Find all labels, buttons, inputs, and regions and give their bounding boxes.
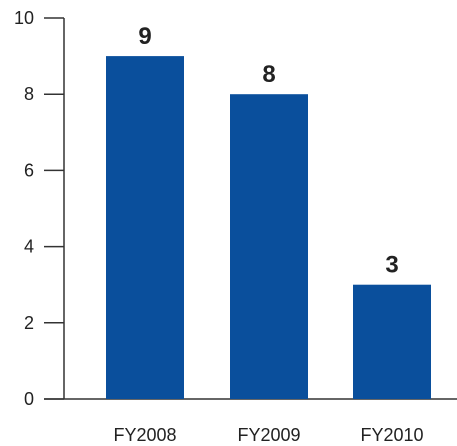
bars [106, 56, 431, 399]
data-label: 8 [262, 61, 275, 88]
data-label: 3 [385, 252, 398, 279]
y-tick-label: 8 [24, 84, 34, 104]
x-category-label: FY2010 [360, 425, 423, 445]
x-category-label: FY2008 [113, 425, 176, 445]
labels: 9 FY2008 8 FY2009 3 FY2010 [113, 23, 423, 445]
y-tick-label: 6 [24, 160, 34, 180]
bar-fy2010 [353, 284, 431, 399]
x-category-label: FY2009 [237, 425, 300, 445]
y-tick-label: 2 [24, 313, 34, 333]
bar-fy2009 [230, 94, 308, 399]
bar-fy2008 [106, 56, 184, 399]
y-tick-label: 10 [14, 8, 34, 28]
y-tick-label: 0 [24, 389, 34, 409]
data-label: 9 [138, 23, 151, 50]
y-tick-label: 4 [24, 237, 34, 257]
